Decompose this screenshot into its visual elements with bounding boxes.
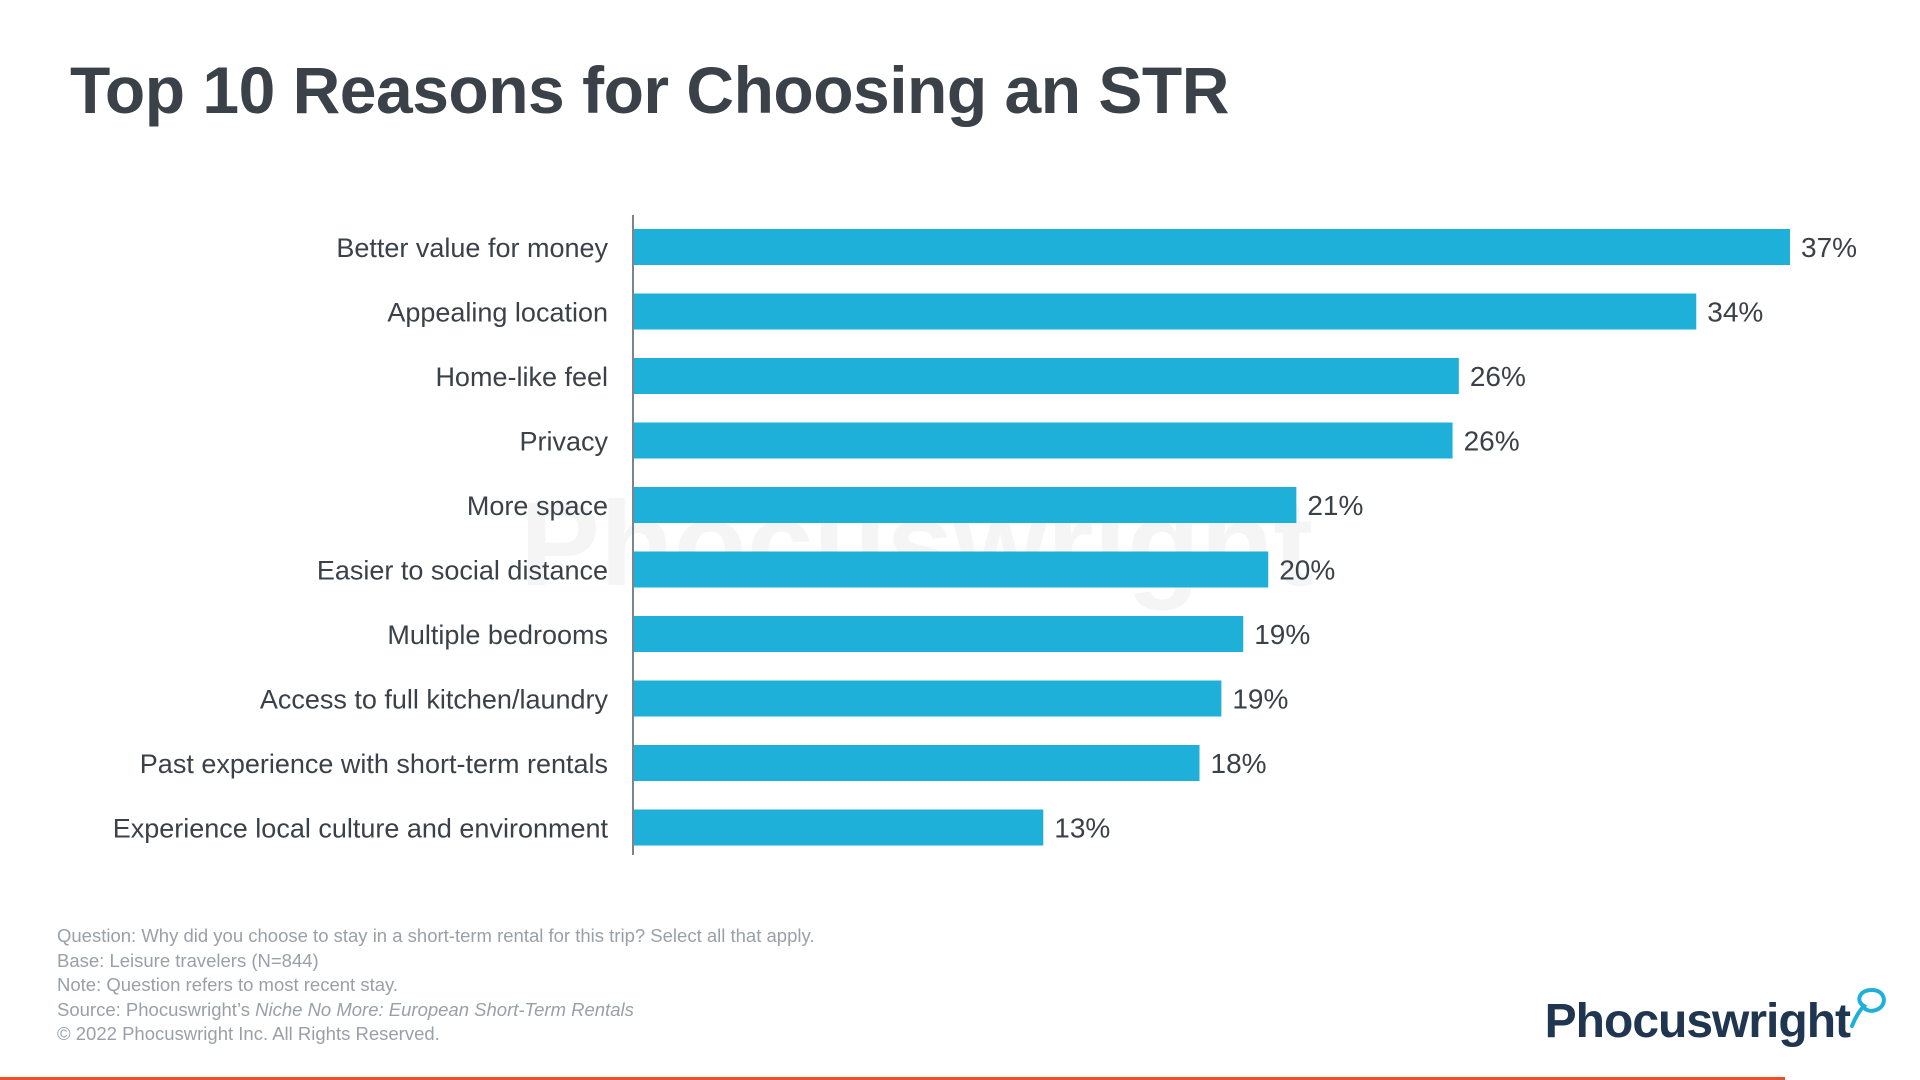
bar-2 xyxy=(634,358,1459,394)
footnote-source-title: Niche No More: European Short-Term Renta… xyxy=(255,998,634,1020)
category-label-4: More space xyxy=(467,491,608,521)
bars-group: Better value for money 37% Appealing locat… xyxy=(113,229,1857,846)
footnote-question: Question: Why did you choose to stay in … xyxy=(57,925,815,946)
footnote-copyright: © 2022 Phocuswright Inc. All Rights Rese… xyxy=(57,1023,440,1044)
value-label-8: 18% xyxy=(1211,748,1267,779)
category-label-8: Past experience with short-term rentals xyxy=(140,749,608,779)
value-label-6: 19% xyxy=(1254,619,1310,650)
footnote-source: Source: Phocuswright’s Niche No More: Eu… xyxy=(57,998,815,1023)
value-label-7: 19% xyxy=(1232,684,1288,715)
bar-9 xyxy=(634,809,1044,846)
category-label-3: Privacy xyxy=(519,427,608,457)
value-label-9: 13% xyxy=(1054,813,1110,844)
footnote-note: Note: Question refers to most recent sta… xyxy=(57,974,399,995)
category-label-7: Access to full kitchen/laundry xyxy=(260,685,609,715)
accent-bar xyxy=(0,1077,1785,1080)
footnotes: Question: Why did you choose to stay in … xyxy=(57,924,815,1047)
category-label-2: Home-like feel xyxy=(435,362,608,392)
bar-6 xyxy=(634,616,1244,652)
bar-1 xyxy=(634,293,1697,330)
logo-text: Phocuswright xyxy=(1544,995,1851,1048)
category-label-6: Multiple bedrooms xyxy=(387,620,608,650)
category-label-5: Easier to social distance xyxy=(317,556,608,586)
value-label-1: 34% xyxy=(1707,297,1763,328)
category-label-1: Appealing location xyxy=(387,298,608,328)
bar-4 xyxy=(634,487,1297,523)
category-label-9: Experience local culture and environment xyxy=(113,814,609,844)
chart-title: Top 10 Reasons for Choosing an STR xyxy=(70,53,1229,127)
bar-7 xyxy=(634,680,1222,717)
category-label-0: Better value for money xyxy=(336,233,608,263)
value-label-5: 20% xyxy=(1279,555,1335,586)
bar-3 xyxy=(634,422,1453,459)
value-label-2: 26% xyxy=(1470,361,1526,392)
footnote-base: Base: Leisure travelers (N=844) xyxy=(57,949,319,971)
value-label-0: 37% xyxy=(1801,232,1857,263)
value-label-4: 21% xyxy=(1307,490,1363,521)
value-label-3: 26% xyxy=(1464,426,1520,457)
bar-chart: Phocuswright Better value for money 37%Ap… xyxy=(113,215,1857,855)
footnote-source-prefix: Source: Phocuswright’s xyxy=(57,998,256,1020)
bar-0 xyxy=(634,229,1790,265)
bar-8 xyxy=(634,745,1200,781)
swirl-icon xyxy=(1850,987,1886,1028)
phocuswright-logo: Phocuswright xyxy=(1545,984,1892,1054)
bar-5 xyxy=(634,551,1269,588)
